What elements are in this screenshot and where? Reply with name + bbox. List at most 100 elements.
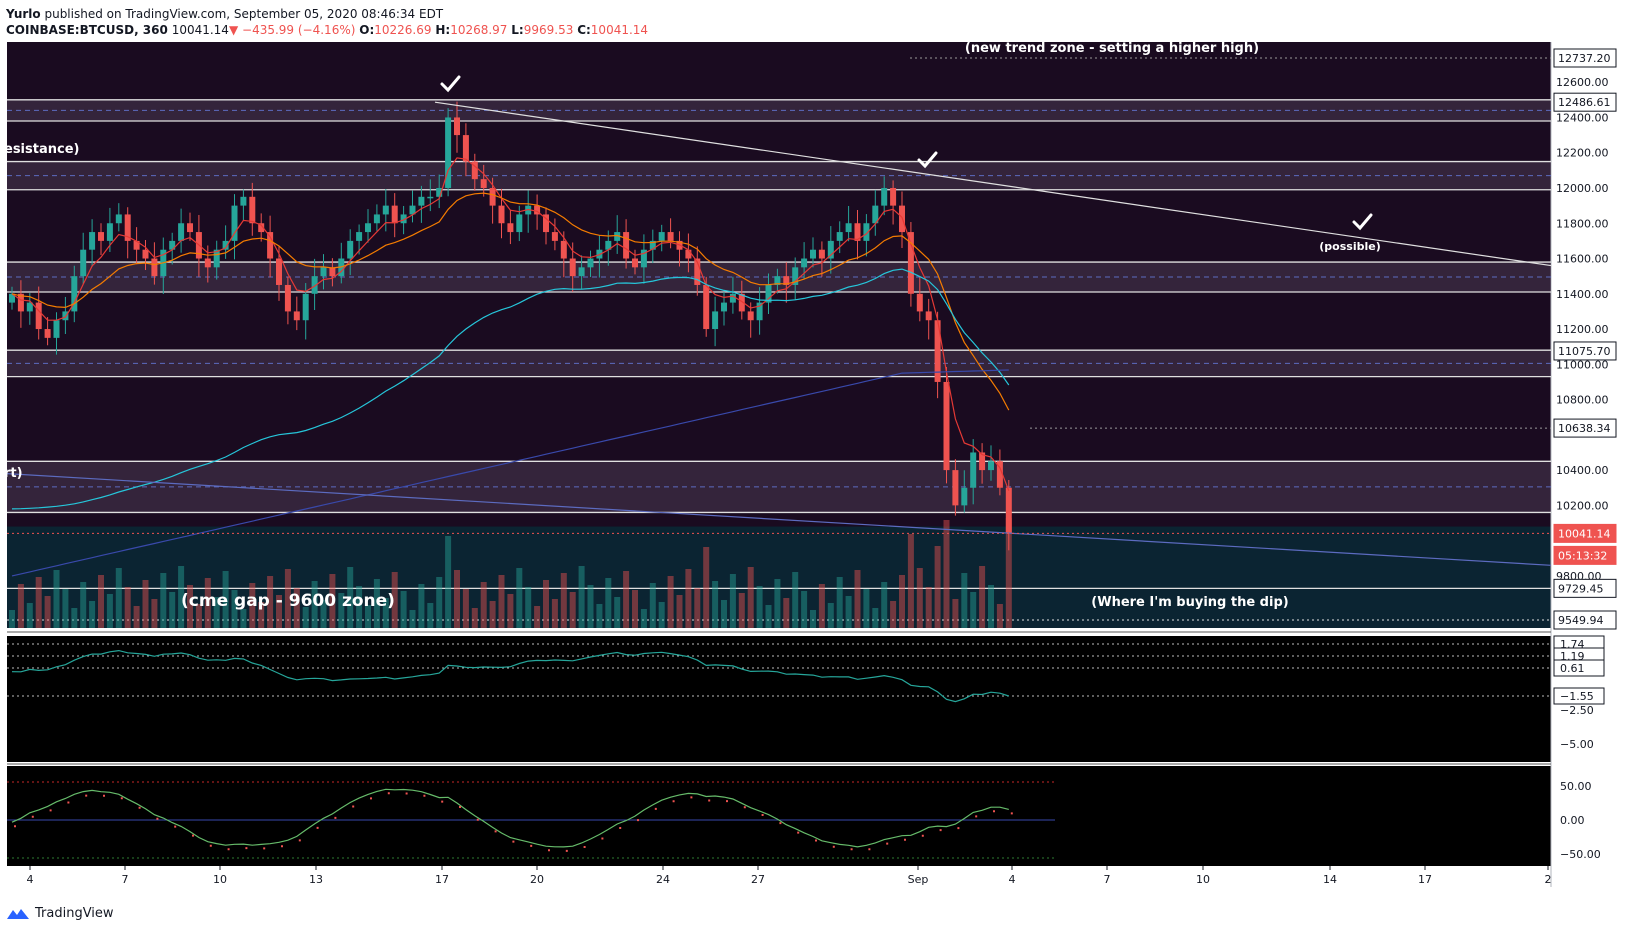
volume-bar <box>507 594 514 628</box>
candle-body <box>53 320 60 338</box>
candle-body <box>400 214 407 224</box>
volume-bar <box>605 578 612 628</box>
candle-body <box>347 240 354 259</box>
volume-bar <box>373 579 380 628</box>
volume-bar <box>569 592 576 628</box>
candle-body <box>587 258 594 268</box>
checkmark-icon <box>1352 213 1373 231</box>
volume-bar <box>400 591 407 628</box>
volume-bar <box>703 547 710 628</box>
candle-body <box>409 205 416 215</box>
candle-body <box>169 240 176 250</box>
candle-body <box>863 223 870 241</box>
time-tick-label: 17 <box>1418 873 1432 886</box>
volume-bar <box>151 599 158 628</box>
volume-bar <box>445 536 452 628</box>
volume-bar <box>471 608 478 628</box>
volume-bar <box>881 582 888 628</box>
volume-bar <box>818 584 825 628</box>
candle-body <box>471 161 478 180</box>
candle-body <box>516 214 523 233</box>
tradingview-footer[interactable]: TradingView <box>6 906 114 921</box>
candle-body <box>302 293 309 321</box>
low-value: 9969.53 <box>523 23 574 37</box>
candle-body <box>551 232 558 241</box>
candle-body <box>756 302 763 321</box>
candle-body <box>988 461 994 471</box>
volume-bar <box>685 569 692 628</box>
volume-bar <box>996 604 1003 628</box>
time-tick-label: 24 <box>656 873 670 886</box>
volume-bar <box>489 601 496 628</box>
candle-body <box>623 232 630 259</box>
candle-body <box>774 276 781 285</box>
macd-badge <box>1553 687 1605 705</box>
candle-body <box>427 196 434 199</box>
price-badge-label: 12486.61 <box>1558 96 1611 109</box>
candle-body <box>213 249 220 268</box>
candle-body <box>26 302 33 312</box>
volume-bar <box>302 607 309 628</box>
volume-bar <box>783 598 790 628</box>
candle-body <box>445 117 452 188</box>
price-tick-label: 12000.00 <box>1556 182 1609 195</box>
price-badge-label: 10041.14 <box>1558 527 1611 540</box>
price-tick-label: 12600.00 <box>1556 76 1609 89</box>
symbol-label[interactable]: COINBASE:BTCUSD, 360 <box>6 23 168 37</box>
macd-line <box>11 649 1009 703</box>
candle-body <box>329 267 336 277</box>
volume-bar <box>525 587 532 628</box>
volume-bar <box>231 590 238 628</box>
candle-body <box>658 232 665 241</box>
close-value: 10041.14 <box>590 23 649 37</box>
volume-bar <box>623 571 630 628</box>
volume-bar <box>249 583 256 628</box>
volume-bar <box>106 594 113 628</box>
candle-body <box>783 276 790 285</box>
candle-body <box>614 232 621 241</box>
candle-body <box>925 311 932 321</box>
candle-body <box>187 223 193 233</box>
volume-bar <box>142 580 149 628</box>
volume-bar <box>160 573 167 628</box>
volume-bar <box>267 576 274 628</box>
candle-body <box>178 223 185 241</box>
candle-body <box>818 249 825 259</box>
lower-pane-bg <box>7 526 1551 628</box>
author-name[interactable]: Yurlo <box>6 7 41 21</box>
candle-body <box>605 240 612 250</box>
candle-body <box>231 205 238 241</box>
volume-bar <box>836 577 843 628</box>
candle-body <box>738 293 745 312</box>
candle-body <box>534 205 541 215</box>
candle-body <box>311 276 318 294</box>
time-axis-bg <box>7 866 1551 887</box>
open-label: O: <box>359 23 375 37</box>
candle-body <box>943 381 950 471</box>
time-tick-label: 10 <box>1196 873 1210 886</box>
volume-bar <box>845 596 852 628</box>
candle-body <box>17 293 24 312</box>
candle-body <box>810 249 816 259</box>
candle-body <box>765 284 772 303</box>
candle-body <box>35 302 42 330</box>
candle-body <box>240 196 247 206</box>
volume-bar <box>222 571 229 628</box>
volume-bar <box>863 589 870 628</box>
volume-bar <box>614 597 621 628</box>
candle-body <box>881 187 888 206</box>
volume-bar <box>890 601 897 628</box>
volume-bar <box>356 586 363 628</box>
volume-bar <box>729 574 736 628</box>
volume-bar <box>409 610 416 628</box>
volume-bar <box>551 599 558 628</box>
volume-bar <box>320 600 327 628</box>
volume-bar <box>765 605 772 628</box>
candle-body <box>747 311 754 321</box>
lower-trendline <box>6 473 1552 566</box>
macd-tick-label: −2.50 <box>1560 704 1594 717</box>
candle-body <box>267 232 274 259</box>
time-tick-label: Sep <box>908 873 929 886</box>
volume-bar <box>827 603 834 628</box>
